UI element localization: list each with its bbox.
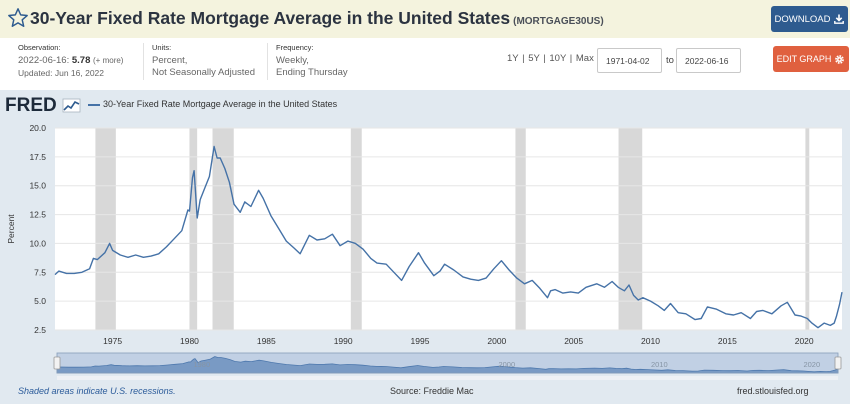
x-tick-label: 2020 — [795, 336, 814, 346]
units-label: Units: — [152, 43, 172, 52]
range-selector[interactable]: 1Y | 5Y | 10Y | Max — [507, 53, 594, 64]
units-block: Units: Percent, Not Seasonally Adjusted — [152, 43, 255, 79]
plot-background-layer — [55, 128, 842, 330]
edit-graph-label: EDIT GRAPH — [776, 54, 832, 64]
navigator-tick-label: 2010 — [651, 360, 668, 369]
legend-swatch — [88, 104, 100, 106]
star-icon[interactable] — [7, 6, 29, 30]
x-tick-label: 1990 — [334, 336, 353, 346]
x-tick-label: 1980 — [180, 336, 199, 346]
fred-logo-text: FRED — [5, 95, 57, 115]
download-button[interactable]: DOWNLOAD — [771, 6, 848, 32]
x-tick-label: 2010 — [641, 336, 660, 346]
y-axis-label: Percent — [6, 214, 16, 244]
observation-date: 2022-06-16: — [18, 55, 70, 66]
navigator-tick-label: 2020 — [803, 360, 820, 369]
recession-band — [618, 128, 643, 330]
y-tick-label: 12.5 — [29, 210, 46, 220]
logo-graph-icon — [62, 98, 81, 113]
plot-background — [55, 128, 842, 330]
y-tick-label: 5.0 — [34, 296, 46, 306]
y-tick-label: 20.0 — [29, 123, 46, 133]
x-tick-label: 1975 — [103, 336, 122, 346]
divider — [143, 43, 144, 80]
recession-band — [95, 128, 116, 330]
recession-band — [189, 128, 198, 330]
updated-date: Updated: Jun 16, 2022 — [18, 68, 105, 78]
y-tick-label: 15.0 — [29, 181, 46, 191]
series-id: (MORTGAGE30US) — [513, 16, 604, 27]
recession-band — [350, 128, 362, 330]
divider — [267, 43, 268, 80]
title-bar: 30-Year Fixed Rate Mortgage Average in t… — [0, 0, 850, 38]
x-tick-label: 2000 — [487, 336, 506, 346]
fred-logo: FRED — [5, 95, 83, 120]
x-tick-label: 2005 — [564, 336, 583, 346]
series-line — [54, 145, 843, 329]
observation-label: Observation: — [18, 43, 61, 52]
navigator-handle[interactable] — [834, 356, 842, 370]
recession-band — [212, 128, 234, 330]
y-tick-label: 7.5 — [34, 267, 46, 277]
source-text: Source: Freddie Mac — [390, 386, 474, 396]
frequency-line1: Weekly, — [276, 55, 309, 66]
y-tick-labels: 2.5 5.0 7.5 10.0 12.5 15.0 17.5 20.0 — [29, 123, 46, 335]
series-title: 30-Year Fixed Rate Mortgage Average in t… — [30, 8, 511, 28]
x-tick-label: 1985 — [257, 336, 276, 346]
x-tick-labels: 1975 1980 1985 1990 1995 2000 2005 2010 2015 2020 — [103, 336, 814, 346]
navigator-scrollbar — [57, 376, 838, 380]
page-title: 30-Year Fixed Rate Mortgage Average in t… — [30, 8, 604, 29]
download-label: DOWNLOAD — [774, 13, 831, 25]
gear-icon — [835, 54, 845, 64]
recession-bands — [95, 128, 810, 330]
frequency-block: Frequency: Weekly, Ending Thursday — [276, 43, 348, 79]
navigator-handle[interactable] — [53, 356, 61, 370]
series-line-layer — [54, 145, 843, 329]
navigator-tick-label: 2000 — [498, 360, 515, 369]
end-date-input[interactable]: 2022-06-16 — [676, 48, 741, 73]
start-date-input[interactable]: 1971-04-02 — [597, 48, 662, 73]
units-line1: Percent, — [152, 55, 188, 66]
legend-label: 30-Year Fixed Rate Mortgage Average in t… — [103, 99, 338, 109]
observation-block: Observation: 2022-06-16: 5.78 (+ more) U… — [18, 43, 123, 79]
chart-svg: 2.55.07.510.012.515.017.520.0 1975 1980 19… — [6, 123, 843, 380]
navigator-window — [56, 352, 839, 374]
x-tick-label: 2015 — [718, 336, 737, 346]
navigator-tick-label: 1980 — [193, 360, 210, 369]
download-icon — [834, 14, 845, 24]
to-label: to — [666, 55, 674, 66]
units-line2: Not Seasonally Adjusted — [152, 67, 255, 78]
frequency-line2: Ending Thursday — [276, 67, 348, 78]
observation-more-link[interactable]: (+ more) — [93, 56, 124, 65]
edit-graph-button[interactable]: EDIT GRAPH — [773, 46, 849, 72]
recession-note: Shaded areas indicate U.S. recessions. — [18, 386, 176, 396]
y-tick-label: 10.0 — [29, 238, 46, 248]
recession-band — [515, 128, 526, 330]
navigator-series — [56, 356, 839, 374]
observation-value: 5.78 — [71, 55, 91, 66]
navigator[interactable]: 1980 2000 2010 2020 — [53, 352, 842, 380]
source-url[interactable]: fred.stlouisfed.org — [737, 386, 809, 396]
y-tick-label: 17.5 — [29, 152, 46, 162]
x-tick-label: 1995 — [411, 336, 430, 346]
y-tick-label: 2.5 — [34, 325, 46, 335]
recession-band — [805, 128, 810, 330]
frequency-label: Frequency: — [276, 43, 314, 52]
